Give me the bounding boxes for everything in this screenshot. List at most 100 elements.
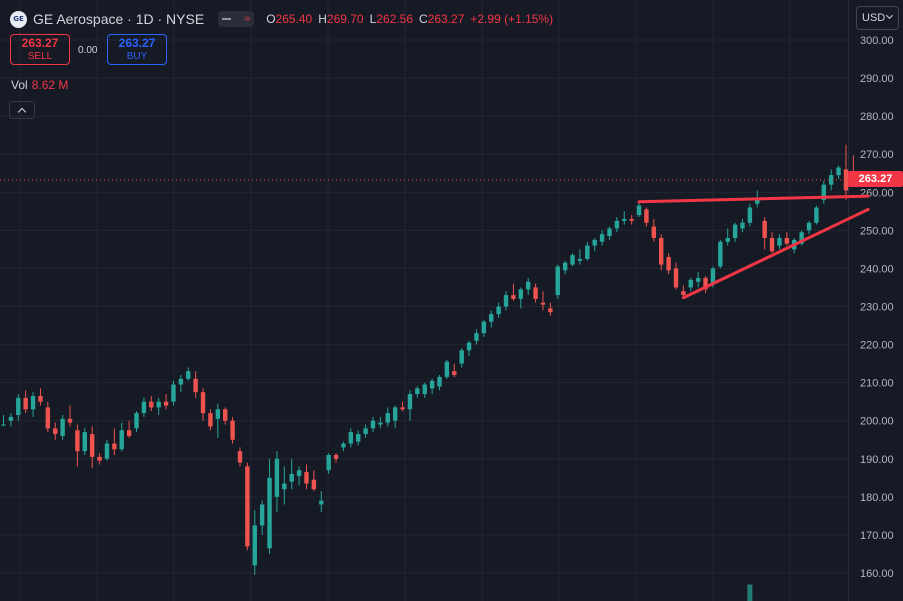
candle-body bbox=[45, 407, 51, 429]
candle-body bbox=[348, 432, 354, 444]
candle-body bbox=[444, 361, 450, 377]
candle-body bbox=[230, 420, 235, 440]
sell-button[interactable]: 263.27 SELL bbox=[10, 34, 70, 65]
candle-body bbox=[629, 218, 634, 221]
y-tick-label: 220.00 bbox=[860, 340, 894, 352]
last-price-tag: 263.27 bbox=[848, 171, 903, 187]
candle-body bbox=[326, 454, 331, 471]
support-trendline bbox=[681, 207, 870, 300]
collapse-legend-button[interactable] bbox=[9, 101, 35, 119]
y-tick-label: 300.00 bbox=[860, 35, 894, 47]
candle-body bbox=[223, 409, 228, 421]
y-tick-label: 240.00 bbox=[860, 263, 894, 275]
close-value: 263.27 bbox=[427, 12, 465, 26]
open-label: O bbox=[266, 12, 276, 26]
candle-body bbox=[681, 291, 686, 296]
candle-body bbox=[311, 479, 317, 490]
buy-button[interactable]: 263.27 BUY bbox=[107, 34, 167, 65]
candle-body bbox=[718, 241, 723, 267]
candle-body bbox=[319, 500, 324, 505]
y-tick-label: 230.00 bbox=[860, 302, 894, 314]
candle-body bbox=[141, 401, 147, 414]
sell-price: 263.27 bbox=[21, 36, 59, 50]
currency-selector[interactable]: USD bbox=[856, 6, 899, 30]
candle-body bbox=[599, 234, 605, 242]
candle-body bbox=[245, 466, 250, 547]
candle-body bbox=[392, 407, 398, 421]
candle-body bbox=[422, 384, 427, 395]
candle-body bbox=[1, 424, 6, 426]
candle-body bbox=[548, 308, 553, 313]
candle-body bbox=[562, 262, 568, 271]
candle-body bbox=[259, 504, 265, 526]
y-tick-label: 200.00 bbox=[860, 416, 894, 428]
candle-body bbox=[23, 397, 28, 410]
candle-body bbox=[452, 371, 457, 376]
resistance-trendline bbox=[637, 194, 870, 204]
low-value: 262.56 bbox=[376, 12, 413, 26]
candle-body bbox=[415, 388, 420, 395]
candle-body bbox=[38, 395, 43, 402]
candle-body bbox=[274, 458, 280, 497]
candle-body bbox=[570, 255, 575, 265]
high-value: 269.70 bbox=[326, 12, 364, 26]
y-tick-label: 170.00 bbox=[860, 530, 894, 542]
candle-body bbox=[282, 483, 287, 490]
open-value: 265.40 bbox=[275, 12, 313, 26]
candle-body bbox=[755, 199, 760, 204]
candle-body bbox=[134, 413, 139, 429]
candle-body bbox=[267, 477, 272, 549]
y-tick-label: 210.00 bbox=[860, 378, 894, 390]
sell-label: SELL bbox=[27, 51, 53, 62]
close-label: C bbox=[419, 12, 428, 26]
candle-body bbox=[208, 413, 213, 427]
minus-icon[interactable] bbox=[222, 18, 232, 20]
volume-legend: Vol 8.62 M bbox=[11, 78, 68, 92]
candle-body bbox=[356, 434, 361, 442]
y-tick-label: 270.00 bbox=[860, 149, 894, 161]
candle-body bbox=[215, 409, 221, 419]
wave-icon[interactable]: ≈ bbox=[244, 12, 251, 25]
candle-body bbox=[385, 413, 390, 423]
candle-body bbox=[341, 443, 346, 448]
candle-body bbox=[296, 470, 302, 476]
spread-value: 0.00 bbox=[78, 45, 98, 56]
candle-body bbox=[769, 237, 775, 252]
candle-body bbox=[710, 268, 716, 284]
candle-body bbox=[533, 287, 538, 299]
y-tick-label: 190.00 bbox=[860, 454, 894, 466]
candle-body bbox=[503, 295, 509, 307]
candle-body bbox=[614, 220, 620, 229]
change-value: +2.99 (+1.15%) bbox=[470, 12, 554, 26]
candle-body bbox=[407, 394, 413, 410]
candle-body bbox=[836, 167, 841, 176]
candle-body bbox=[429, 380, 435, 389]
candle-body bbox=[814, 207, 819, 223]
candle-body bbox=[489, 314, 494, 322]
candle-body bbox=[607, 228, 612, 237]
candle-body bbox=[67, 418, 73, 423]
candle-body bbox=[126, 430, 132, 436]
candle-body bbox=[89, 434, 95, 457]
candle-body bbox=[806, 222, 812, 231]
candle-body bbox=[659, 237, 664, 265]
candle-body bbox=[97, 456, 102, 461]
candle-body bbox=[149, 401, 154, 408]
currency-label: USD bbox=[862, 12, 886, 24]
candle-body bbox=[30, 395, 36, 410]
candle-body bbox=[186, 371, 191, 379]
candle-body bbox=[577, 258, 583, 261]
ge-logo-icon: GE bbox=[10, 10, 27, 28]
indicator-toggle[interactable]: ≈ bbox=[218, 11, 255, 27]
symbol-title[interactable]: GE Aerospace · 1D · NYSE bbox=[33, 11, 205, 27]
candle-body bbox=[75, 430, 80, 452]
candle-body bbox=[622, 218, 627, 221]
candle-body bbox=[540, 302, 546, 305]
buy-price: 263.27 bbox=[118, 36, 156, 50]
candle-body bbox=[193, 378, 198, 393]
candle-body bbox=[171, 384, 176, 402]
y-tick-label: 280.00 bbox=[860, 111, 894, 123]
candle-body bbox=[762, 220, 767, 238]
